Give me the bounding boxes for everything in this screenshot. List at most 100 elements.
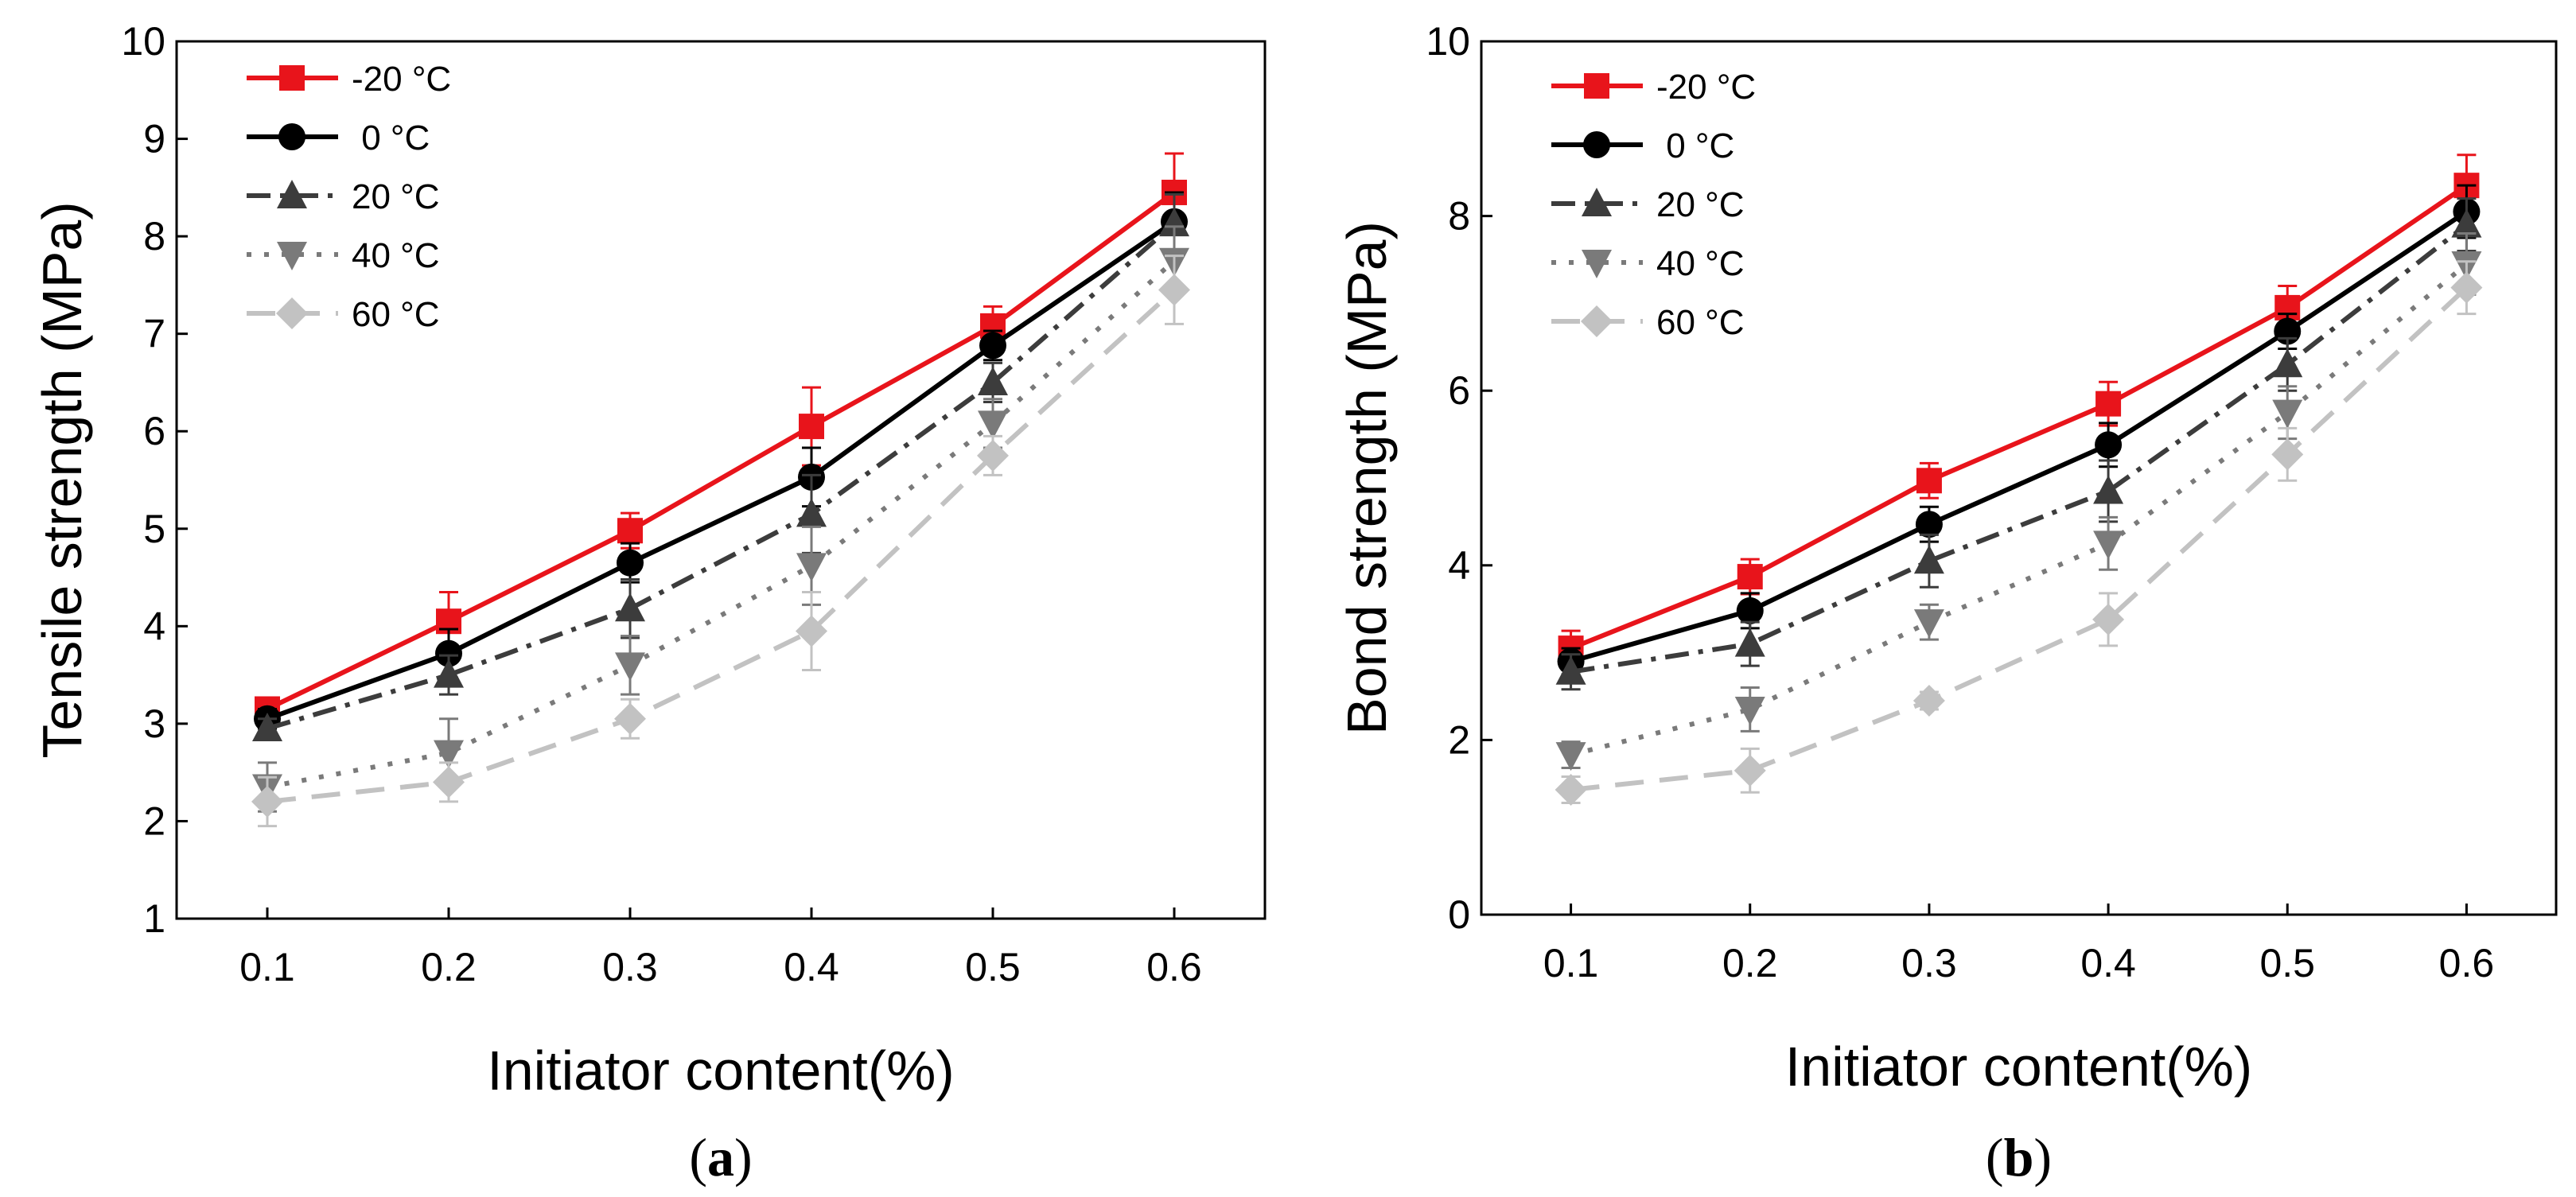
x-tick-label: 0.3	[602, 945, 658, 989]
data-point	[2092, 603, 2125, 635]
x-tick-label: 0.6	[1146, 945, 1202, 989]
series-2	[1555, 197, 2482, 691]
data-point	[1734, 628, 1765, 657]
panel-b: 0 2 4 6 8 10 0.1 0.2 0.3 0.4 0.5 0.6 Initiator conte…	[1336, 19, 2558, 1187]
legend-marker	[1582, 188, 1612, 216]
data-point	[796, 615, 827, 647]
legend-marker	[1581, 305, 1613, 337]
data-point	[2271, 438, 2304, 471]
y-tick-label: 8	[143, 214, 165, 258]
legend-label: 40 °C	[352, 236, 440, 275]
data-point	[1916, 468, 1942, 494]
legend-label: 60 °C	[352, 295, 440, 334]
x-tick-label: 0.1	[239, 945, 295, 989]
legend-label: 60 °C	[1656, 303, 1745, 342]
y-tick-label: 2	[1448, 717, 1470, 762]
legend-label: 20 °C	[1656, 185, 1745, 224]
series-line	[1570, 223, 2469, 674]
series-4	[251, 255, 1190, 828]
legend-label: 20 °C	[352, 177, 440, 216]
x-tick-label: 0.5	[965, 945, 1021, 989]
data-point	[1913, 545, 1944, 574]
data-point	[1737, 564, 1763, 590]
data-point	[979, 332, 1006, 359]
legend: -20 °C 0 °C 20 °C 40 °C 60 °C	[1551, 68, 1756, 342]
data-point	[1913, 609, 1944, 639]
y-tick-label: 10	[121, 19, 165, 64]
legend-marker	[276, 297, 308, 329]
legend-marker	[1583, 131, 1610, 158]
data-point	[1736, 597, 1764, 624]
series-0	[1558, 154, 2480, 667]
series-4	[1555, 260, 2483, 806]
x-tick-label: 0.4	[2080, 941, 2136, 985]
data-point	[615, 593, 645, 622]
y-tick-label: 4	[143, 604, 165, 648]
x-tick-label: 0.5	[2259, 941, 2315, 985]
y-tick-label: 2	[143, 799, 165, 843]
data-point	[435, 639, 462, 667]
data-point	[2450, 271, 2483, 304]
y-tick-label: 0	[1448, 892, 1470, 937]
y-tick-label: 10	[1426, 19, 1470, 64]
data-point	[978, 366, 1008, 395]
panel-letter: b	[2004, 1127, 2034, 1187]
data-point	[1555, 773, 1587, 806]
data-point	[2451, 208, 2482, 238]
data-point	[2095, 391, 2122, 417]
series-line	[266, 220, 1176, 721]
series-line	[267, 288, 1177, 804]
plot-frame	[175, 40, 1267, 920]
data-point	[2095, 431, 2123, 459]
data-point	[615, 652, 645, 682]
y-tick-label: 1	[143, 896, 165, 941]
data-point	[2093, 530, 2124, 560]
panel-label: (b)	[1986, 1127, 2052, 1187]
data-point	[978, 410, 1008, 440]
data-point	[1734, 754, 1766, 787]
y-tick-label: 8	[1448, 194, 1470, 239]
y-tick-label: 3	[143, 701, 165, 746]
x-tick-label: 0.6	[2439, 941, 2495, 985]
x-tick-label: 0.3	[1901, 941, 1957, 985]
y-tick-label: 7	[143, 312, 165, 356]
data-point	[799, 414, 824, 440]
panel-letter: a	[707, 1127, 734, 1187]
data-point	[617, 518, 643, 544]
legend-label: 40 °C	[1656, 244, 1745, 283]
x-tick-label: 0.1	[1543, 941, 1599, 985]
data-point	[1159, 208, 1189, 237]
x-tick-label: 0.2	[421, 945, 477, 989]
series-line	[1570, 209, 2469, 664]
series-line	[267, 221, 1176, 731]
legend-marker	[1582, 250, 1612, 278]
legend-label: -20 °C	[1656, 68, 1756, 107]
y-tick-label: 6	[1448, 368, 1470, 413]
legend: -20 °C 0 °C 20 °C 40 °C 60 °C	[247, 60, 451, 334]
data-point	[977, 439, 1009, 472]
y-tick-label: 5	[143, 507, 165, 551]
legend-label: -20 °C	[352, 60, 451, 99]
legend-marker	[277, 180, 307, 208]
x-axis-title: Initiator content(%)	[487, 1040, 954, 1102]
series-line	[1570, 183, 2469, 651]
legend-marker	[277, 242, 307, 270]
data-point	[1913, 684, 1945, 717]
x-axis-title: Initiator content(%)	[1785, 1036, 2252, 1098]
legend-marker	[1584, 73, 1609, 99]
series-line	[1570, 262, 2469, 757]
data-point	[1555, 742, 1586, 771]
data-point	[617, 549, 644, 577]
y-tick-label: 6	[143, 409, 165, 453]
plot-frame	[1480, 40, 2558, 916]
data-point	[2093, 475, 2124, 504]
data-point	[433, 766, 465, 799]
legend-label: 0 °C	[352, 119, 430, 157]
y-tick-label: 9	[143, 117, 165, 161]
x-tick-label: 0.2	[1722, 941, 1778, 985]
data-point	[1734, 696, 1765, 725]
data-point	[614, 702, 646, 735]
data-point	[434, 740, 464, 769]
y-axis-title: Tensile strength (MPa)	[31, 201, 93, 758]
